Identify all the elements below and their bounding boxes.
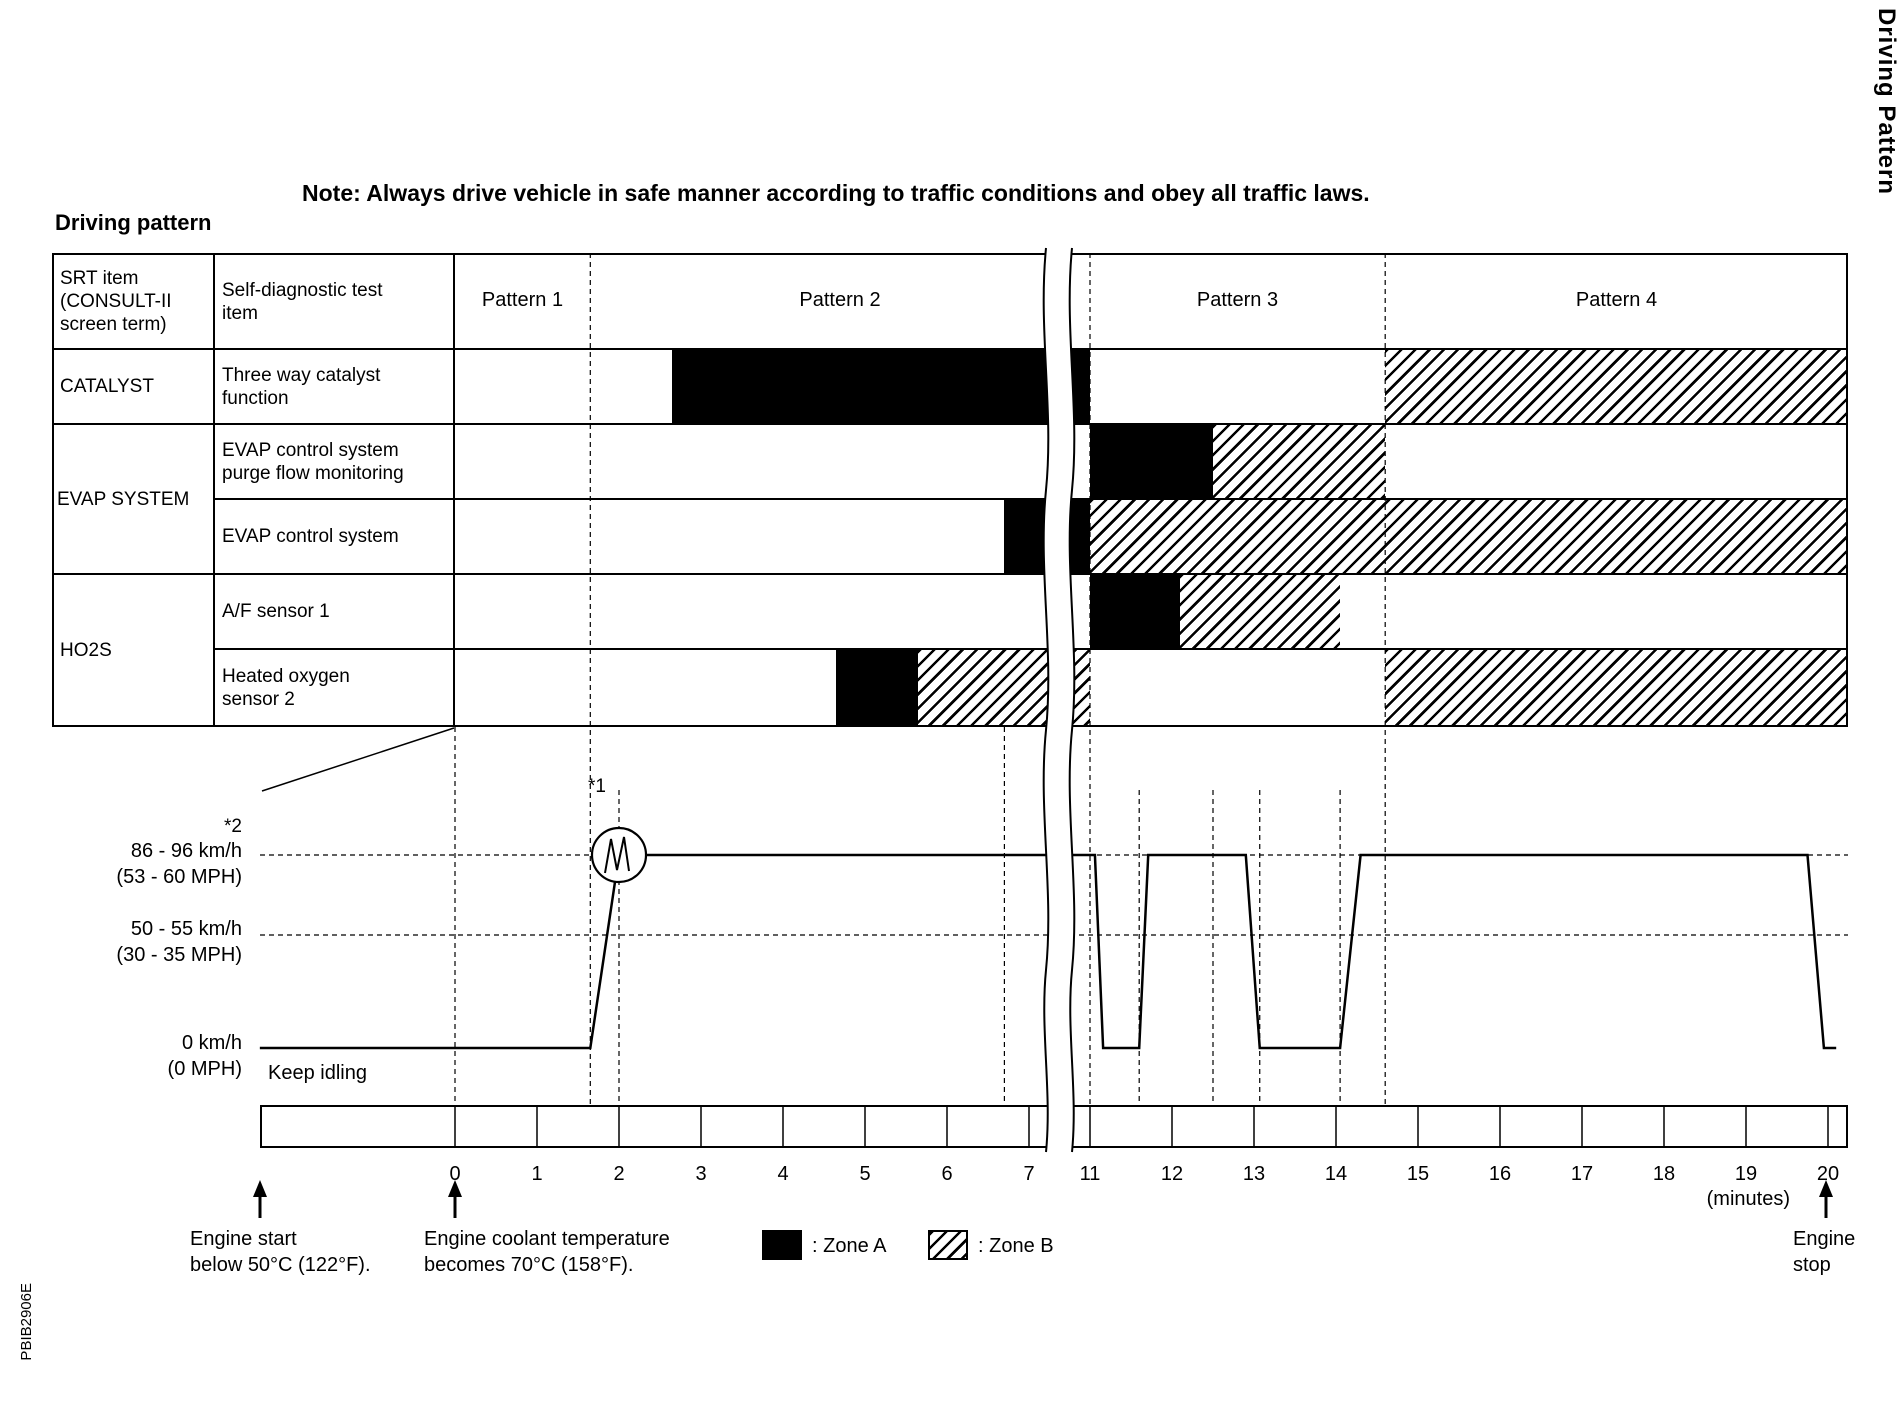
axis-tick-label: 7 (1023, 1163, 1034, 1185)
zone-a-bar (672, 350, 1090, 423)
axis-tick-label: 14 (1325, 1163, 1347, 1185)
axis-tick-label: 5 (859, 1163, 870, 1185)
axis-tick-label: 2 (613, 1163, 624, 1185)
zone-b-bar (1385, 350, 1846, 423)
footnote-marker-1: *1 (588, 776, 606, 797)
note-text: Note: Always drive vehicle in safe manne… (302, 180, 1370, 206)
test-item-evap-control: EVAP control system (222, 526, 399, 547)
axis-tick-label: 19 (1735, 1163, 1757, 1185)
speed-level-high-mph: (53 - 60 MPH) (116, 866, 242, 888)
table-border (52, 573, 1848, 575)
zone-a-bar (1004, 500, 1090, 573)
test-item-heated-o2-sensor-2: Heated oxygen sensor 2 (222, 665, 350, 710)
figure-code: PBIB2906E (18, 1283, 35, 1361)
zone-b-bar (918, 650, 1090, 725)
table-border (215, 498, 1848, 500)
up-arrow-icon (253, 1180, 267, 1197)
axis-tick-label: 17 (1571, 1163, 1593, 1185)
diagram-title: Driving pattern (55, 210, 212, 235)
table-border (453, 253, 455, 727)
table-border (215, 648, 1848, 650)
pattern-2-label: Pattern 2 (799, 289, 881, 311)
axis-tick-label: 3 (695, 1163, 706, 1185)
zone-a-bar (1090, 575, 1181, 648)
keep-idling-label: Keep idling (268, 1062, 367, 1084)
speed-level-zero-mph: (0 MPH) (167, 1058, 242, 1080)
axis-tick-label: 12 (1161, 1163, 1183, 1185)
speed-level-mid-mph: (30 - 35 MPH) (116, 944, 242, 966)
srt-group-ho2s: HO2S (60, 639, 112, 661)
coolant-temp-annotation: Engine coolant temperature becomes 70°C … (424, 1228, 670, 1276)
table-header-srt-item: SRT item (CONSULT-II screen term) (60, 268, 172, 335)
sudden-accel-marker (590, 826, 648, 884)
axis-tick-label: 0 (449, 1163, 460, 1185)
axis-tick-label: 18 (1653, 1163, 1675, 1185)
speed-level-mid-label: 50 - 55 km/h (30 - 35 MPH) (40, 916, 242, 968)
zone-a-bar (1090, 425, 1213, 498)
zone-b-bar (1180, 575, 1341, 648)
speed-trace (259, 853, 1837, 1050)
speed-level-high-label: 86 - 96 km/h (53 - 60 MPH) (40, 838, 242, 890)
speed-level-mid-kmh: 50 - 55 km/h (130, 918, 242, 940)
zone-b-bar (1090, 500, 1846, 573)
table-border (52, 348, 1848, 350)
axis-tick-label: 15 (1407, 1163, 1429, 1185)
engine-start-annotation: Engine start below 50°C (122°F). (190, 1228, 371, 1276)
srt-group-evap-system: EVAP SYSTEM (57, 488, 190, 510)
event-arrows (253, 1180, 1833, 1218)
table-border (213, 253, 215, 727)
speed-level-high-kmh: 86 - 96 km/h (130, 840, 242, 862)
test-item-three-way-catalyst: Three way catalyst function (222, 364, 381, 409)
pattern-1-label: Pattern 1 (481, 289, 564, 311)
axis-tick-label: 13 (1243, 1163, 1265, 1185)
axis-tick-label: 6 (941, 1163, 952, 1185)
accel-zigzag-icon (604, 836, 630, 874)
page-side-title: Driving Pattern (1873, 8, 1900, 196)
zone-b-bar (1385, 650, 1846, 725)
sudden-accel-circle (590, 826, 648, 884)
engine-stop-annotation: Engine stop (1793, 1228, 1856, 1276)
axis-tick-label: 4 (777, 1163, 788, 1185)
axis-tick-label: 16 (1489, 1163, 1511, 1185)
axis-tick-label: 1 (531, 1163, 542, 1185)
legend-zone-a-swatch (762, 1230, 802, 1260)
speed-level-zero-kmh: 0 km/h (181, 1032, 242, 1054)
up-arrow-icon (1819, 1180, 1833, 1197)
test-item-af-sensor-1: A/F sensor 1 (222, 601, 330, 622)
axis-tick-label: 11 (1080, 1163, 1101, 1185)
zone-b-bar (1213, 425, 1386, 498)
up-arrow-icon (448, 1180, 462, 1197)
legend-zone-b-swatch (928, 1230, 968, 1260)
test-item-evap-purge-flow: EVAP control system purge flow monitorin… (222, 439, 404, 484)
pattern-4-label: Pattern 4 (1575, 289, 1658, 311)
footnote-marker-2: *2 (224, 816, 242, 837)
minutes-label: (minutes) (1706, 1188, 1790, 1210)
legend-zone-b-label: : Zone B (978, 1235, 1054, 1257)
zoom-connector-line (261, 727, 455, 792)
zone-a-bar (836, 650, 919, 725)
table-border (52, 423, 1848, 425)
table-header-test-item: Self-diagnostic test item (222, 279, 383, 324)
legend-zone-a-label: : Zone A (812, 1235, 887, 1257)
time-axis-band (260, 1105, 1848, 1148)
srt-group-catalyst: CATALYST (60, 376, 154, 397)
pattern-3-label: Pattern 3 (1196, 289, 1279, 311)
speed-level-zero-label: 0 km/h (0 MPH) (40, 1030, 242, 1082)
srt-table-frame (52, 253, 1848, 727)
axis-tick-label: 20 (1817, 1163, 1839, 1185)
